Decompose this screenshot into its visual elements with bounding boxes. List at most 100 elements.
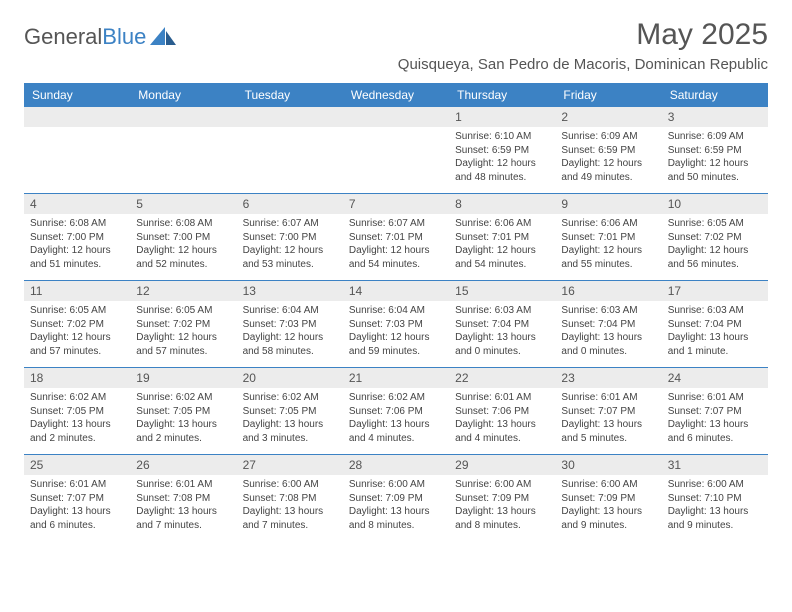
day-number: 30 [555,455,661,475]
day-number: 31 [662,455,768,475]
day-entry: Sunrise: 6:05 AMSunset: 7:02 PMDaylight:… [130,301,236,362]
daylight-line: Daylight: 12 hours and 57 minutes. [136,331,230,358]
day-cell: 20Sunrise: 6:02 AMSunset: 7:05 PMDayligh… [237,368,343,454]
day-number: 27 [237,455,343,475]
sunrise-line: Sunrise: 6:05 AM [136,304,230,318]
sunset-line: Sunset: 7:01 PM [455,231,549,245]
day-cell: 8Sunrise: 6:06 AMSunset: 7:01 PMDaylight… [449,194,555,280]
day-entry: Sunrise: 6:01 AMSunset: 7:07 PMDaylight:… [662,388,768,449]
sunset-line: Sunset: 7:00 PM [136,231,230,245]
empty-day-number [343,107,449,127]
daylight-line: Daylight: 13 hours and 5 minutes. [561,418,655,445]
sunrise-line: Sunrise: 6:05 AM [668,217,762,231]
sunset-line: Sunset: 7:02 PM [136,318,230,332]
daylight-line: Daylight: 13 hours and 2 minutes. [136,418,230,445]
day-header: Saturday [662,83,768,107]
day-number: 15 [449,281,555,301]
day-number: 11 [24,281,130,301]
day-entry: Sunrise: 6:00 AMSunset: 7:08 PMDaylight:… [237,475,343,536]
daylight-line: Daylight: 12 hours and 50 minutes. [668,157,762,184]
sunrise-line: Sunrise: 6:02 AM [243,391,337,405]
day-entry: Sunrise: 6:07 AMSunset: 7:00 PMDaylight:… [237,214,343,275]
day-number: 28 [343,455,449,475]
sunrise-line: Sunrise: 6:09 AM [561,130,655,144]
day-number: 8 [449,194,555,214]
day-header: Friday [555,83,661,107]
day-cell: 14Sunrise: 6:04 AMSunset: 7:03 PMDayligh… [343,281,449,367]
daylight-line: Daylight: 13 hours and 8 minutes. [455,505,549,532]
day-entry: Sunrise: 6:03 AMSunset: 7:04 PMDaylight:… [555,301,661,362]
daylight-line: Daylight: 12 hours and 57 minutes. [30,331,124,358]
sunset-line: Sunset: 6:59 PM [668,144,762,158]
day-entry: Sunrise: 6:01 AMSunset: 7:06 PMDaylight:… [449,388,555,449]
day-cell: 11Sunrise: 6:05 AMSunset: 7:02 PMDayligh… [24,281,130,367]
day-cell: 25Sunrise: 6:01 AMSunset: 7:07 PMDayligh… [24,455,130,541]
day-number: 17 [662,281,768,301]
sunset-line: Sunset: 6:59 PM [455,144,549,158]
day-entry: Sunrise: 6:09 AMSunset: 6:59 PMDaylight:… [555,127,661,188]
sunrise-line: Sunrise: 6:04 AM [349,304,443,318]
day-number: 5 [130,194,236,214]
sunrise-line: Sunrise: 6:00 AM [243,478,337,492]
sunset-line: Sunset: 7:05 PM [136,405,230,419]
day-number: 4 [24,194,130,214]
daylight-line: Daylight: 13 hours and 9 minutes. [668,505,762,532]
daylight-line: Daylight: 12 hours and 53 minutes. [243,244,337,271]
day-entry: Sunrise: 6:02 AMSunset: 7:05 PMDaylight:… [130,388,236,449]
day-cell: 30Sunrise: 6:00 AMSunset: 7:09 PMDayligh… [555,455,661,541]
day-entry: Sunrise: 6:02 AMSunset: 7:05 PMDaylight:… [24,388,130,449]
day-number: 14 [343,281,449,301]
logo-part2: Blue [102,24,146,49]
daylight-line: Daylight: 13 hours and 3 minutes. [243,418,337,445]
day-cell: 13Sunrise: 6:04 AMSunset: 7:03 PMDayligh… [237,281,343,367]
daylight-line: Daylight: 13 hours and 6 minutes. [668,418,762,445]
sunrise-line: Sunrise: 6:07 AM [243,217,337,231]
day-number: 12 [130,281,236,301]
sunset-line: Sunset: 7:07 PM [561,405,655,419]
sunrise-line: Sunrise: 6:07 AM [349,217,443,231]
day-entry: Sunrise: 6:00 AMSunset: 7:09 PMDaylight:… [343,475,449,536]
sunrise-line: Sunrise: 6:00 AM [668,478,762,492]
sunset-line: Sunset: 7:05 PM [30,405,124,419]
day-header: Sunday [24,83,130,107]
day-cell: 4Sunrise: 6:08 AMSunset: 7:00 PMDaylight… [24,194,130,280]
day-entry: Sunrise: 6:05 AMSunset: 7:02 PMDaylight:… [662,214,768,275]
day-number: 24 [662,368,768,388]
sunrise-line: Sunrise: 6:02 AM [349,391,443,405]
day-number: 22 [449,368,555,388]
sunset-line: Sunset: 7:05 PM [243,405,337,419]
day-entry: Sunrise: 6:08 AMSunset: 7:00 PMDaylight:… [130,214,236,275]
daylight-line: Daylight: 13 hours and 4 minutes. [455,418,549,445]
day-entry: Sunrise: 6:09 AMSunset: 6:59 PMDaylight:… [662,127,768,188]
sunrise-line: Sunrise: 6:06 AM [561,217,655,231]
sunset-line: Sunset: 7:02 PM [668,231,762,245]
week-row: 1Sunrise: 6:10 AMSunset: 6:59 PMDaylight… [24,107,768,193]
day-entry: Sunrise: 6:03 AMSunset: 7:04 PMDaylight:… [662,301,768,362]
sunset-line: Sunset: 7:03 PM [243,318,337,332]
day-cell: 19Sunrise: 6:02 AMSunset: 7:05 PMDayligh… [130,368,236,454]
day-cell: 12Sunrise: 6:05 AMSunset: 7:02 PMDayligh… [130,281,236,367]
day-entry: Sunrise: 6:02 AMSunset: 7:05 PMDaylight:… [237,388,343,449]
sunset-line: Sunset: 7:02 PM [30,318,124,332]
day-entry: Sunrise: 6:01 AMSunset: 7:07 PMDaylight:… [24,475,130,536]
month-title: May 2025 [398,18,768,52]
calendar: SundayMondayTuesdayWednesdayThursdayFrid… [24,83,768,541]
day-number: 23 [555,368,661,388]
sunrise-line: Sunrise: 6:01 AM [561,391,655,405]
empty-day-number [24,107,130,127]
sunrise-line: Sunrise: 6:10 AM [455,130,549,144]
day-cell: 31Sunrise: 6:00 AMSunset: 7:10 PMDayligh… [662,455,768,541]
sunrise-line: Sunrise: 6:08 AM [30,217,124,231]
day-entry: Sunrise: 6:10 AMSunset: 6:59 PMDaylight:… [449,127,555,188]
location: Quisqueya, San Pedro de Macoris, Dominic… [398,56,768,73]
day-number: 26 [130,455,236,475]
day-cell: 7Sunrise: 6:07 AMSunset: 7:01 PMDaylight… [343,194,449,280]
day-cell: 28Sunrise: 6:00 AMSunset: 7:09 PMDayligh… [343,455,449,541]
day-number: 3 [662,107,768,127]
sunset-line: Sunset: 7:03 PM [349,318,443,332]
day-cell [24,107,130,193]
sunrise-line: Sunrise: 6:03 AM [561,304,655,318]
day-entry: Sunrise: 6:07 AMSunset: 7:01 PMDaylight:… [343,214,449,275]
daylight-line: Daylight: 13 hours and 7 minutes. [136,505,230,532]
day-number: 25 [24,455,130,475]
